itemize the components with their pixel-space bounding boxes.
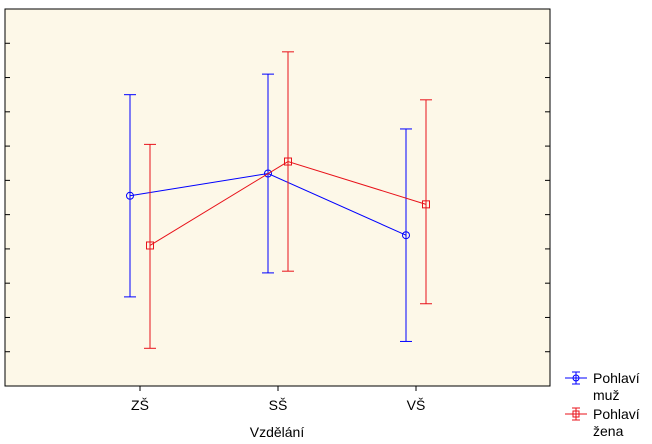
legend-label-line-0-0: Pohlaví xyxy=(593,370,640,386)
point-0-2 xyxy=(402,231,410,240)
legend-item-1: Pohlaví žena xyxy=(565,406,640,439)
x-tick-label-0: ZŠ xyxy=(131,397,149,413)
series-layer xyxy=(124,51,432,349)
legend-label-1: Pohlaví žena xyxy=(593,406,640,439)
legend-label-line-1-1: žena xyxy=(593,423,624,439)
point-1-1 xyxy=(284,157,292,166)
point-1-2 xyxy=(422,200,430,209)
plot-area xyxy=(4,8,551,387)
point-1-0 xyxy=(146,241,154,250)
legend-label-0: Pohlaví muž xyxy=(593,370,640,403)
x-axis-label: Vzdělání xyxy=(250,424,305,440)
series-1 xyxy=(144,51,432,349)
point-0-0 xyxy=(126,191,134,200)
point-0-1 xyxy=(264,169,272,178)
legend-marker-1 xyxy=(572,410,580,418)
x-tick-label-2: VŠ xyxy=(407,397,426,413)
legend-label-line-1-0: Pohlaví xyxy=(593,406,640,422)
x-axis-ticks: ZŠ SŠ VŠ xyxy=(131,386,425,413)
legend-marker-0 xyxy=(572,374,580,382)
legend-label-line-0-1: muž xyxy=(593,387,619,403)
legend-item-0: Pohlaví muž xyxy=(565,370,640,403)
y-axis-ticks xyxy=(5,42,550,353)
x-tick-label-1: SŠ xyxy=(269,397,288,413)
